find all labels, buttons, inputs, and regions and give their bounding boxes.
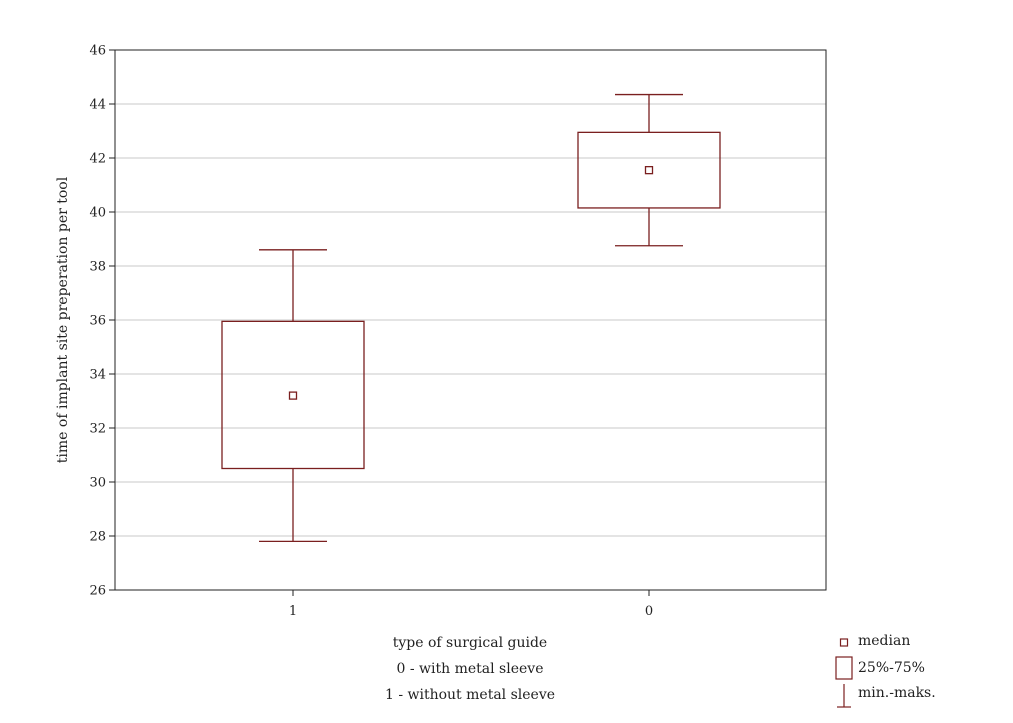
legend-median-symbol: [839, 638, 849, 647]
box-group: [577, 93, 721, 247]
y-tick-label: 40: [89, 206, 106, 221]
legend-box-symbol: [835, 656, 853, 680]
legend-label: median: [858, 633, 910, 649]
y-axis-label: time of implant site preperation per too…: [55, 176, 71, 463]
x-tick-label: 0: [645, 604, 653, 619]
legend-label: 25%-75%: [858, 660, 925, 676]
legend-label: min.-maks.: [858, 685, 936, 701]
y-tick-label: 32: [89, 422, 106, 437]
x-tick-label: 1: [289, 604, 297, 619]
legend-item: median: [839, 633, 910, 649]
legend: median 25%-75% min.-maks.: [835, 633, 936, 708]
iqr-box: [221, 320, 365, 470]
legend-item: min.-maks.: [837, 684, 936, 708]
x-axis-label: type of surgical guide: [393, 635, 547, 651]
y-tick-label: 46: [89, 44, 106, 59]
x-axis-caption-line: 0 - with metal sleeve: [397, 661, 544, 677]
y-axis: 26 28 30 32 34 36 38 40 42 44 46: [89, 44, 115, 599]
y-tick-label: 28: [89, 530, 106, 545]
legend-item: 25%-75%: [835, 656, 925, 680]
box-series: [221, 93, 721, 543]
x-axis-caption-line: 1 - without metal sleeve: [385, 687, 555, 703]
y-tick-label: 30: [89, 476, 106, 491]
y-tick-label: 44: [89, 98, 106, 113]
grid-lines: [115, 103, 826, 537]
median-marker: [644, 165, 654, 175]
y-tick-label: 42: [89, 152, 106, 167]
median-marker: [288, 391, 298, 400]
y-tick-label: 26: [89, 584, 106, 599]
iqr-box: [577, 131, 721, 209]
y-tick-label: 38: [89, 260, 106, 275]
box-group: [221, 249, 365, 543]
y-tick-label: 36: [89, 314, 106, 329]
y-tick-label: 34: [89, 368, 106, 383]
